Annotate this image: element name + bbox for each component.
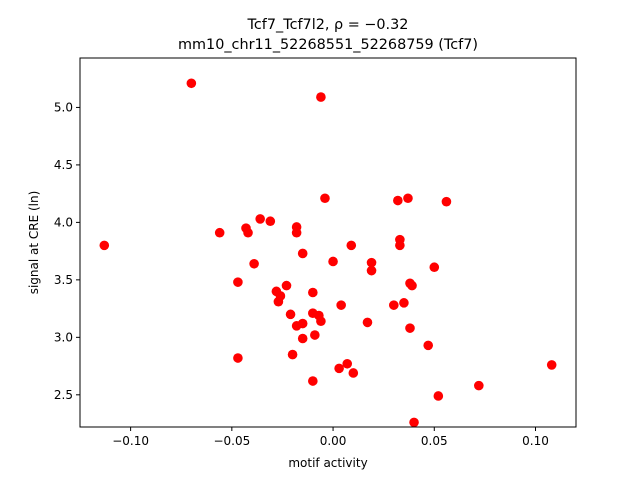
data-point-30 [308,287,318,298]
data-point-24 [407,280,417,291]
data-point-10 [255,214,265,224]
data-point-46 [342,358,353,369]
chart-title-line2: mm10_chr11_52268551_52268759 (Tcf7) [178,37,478,53]
data-point-37 [336,300,346,310]
data-point-45 [287,349,298,360]
data-point-16 [233,277,243,287]
y-axis-label: signal at CRE (ln) [27,191,41,295]
data-point-17 [328,256,338,267]
data-point-25 [429,262,440,273]
y-tick-label-1: 3.0 [54,331,73,345]
x-axis-label: motif activity [288,456,367,470]
data-point-15 [249,258,259,269]
data-point-47 [334,363,344,374]
x-tick-label-1: −0.05 [213,434,250,448]
data-point-20 [395,240,405,251]
data-point-34 [316,316,326,327]
data-point-1 [316,92,326,102]
data-point-51 [433,391,444,401]
data-point-21 [366,257,377,268]
data-point-2 [320,193,330,204]
data-point-22 [366,265,377,276]
data-point-0 [186,78,197,89]
y-axis-ticks: 2.5 3.0 3.5 4.0 4.5 5.0 [54,101,80,402]
x-tick-label-3: 0.05 [421,434,448,448]
y-tick-label-0: 2.5 [54,388,73,402]
data-point-39 [399,298,409,308]
data-point-29 [275,291,286,301]
data-point-44 [233,353,243,363]
data-point-49 [423,340,434,351]
data-point-14 [297,248,308,259]
data-point-41 [405,323,415,333]
y-tick-label-3: 4.0 [54,216,73,230]
x-tick-label-2: 0.00 [320,434,347,448]
data-point-4 [403,193,413,204]
chart-title-line1: Tcf7_Tcf7l2, ρ = −0.32 [247,17,409,33]
data-point-54 [546,360,557,370]
data-point-43 [310,330,320,340]
data-point-9 [243,227,253,238]
data-point-11 [265,216,276,227]
data-point-18 [346,240,357,251]
data-point-38 [389,300,399,310]
data-point-50 [308,376,318,386]
data-point-26 [281,280,292,291]
data-point-48 [348,368,359,378]
data-point-52 [409,417,419,428]
data-point-53 [474,380,484,391]
data-point-3 [393,195,403,206]
x-tick-label-0: −0.10 [112,434,149,448]
data-point-31 [285,309,296,320]
y-tick-label-2: 3.5 [54,273,73,287]
points-layer [99,78,557,428]
data-point-36 [297,318,308,329]
plot-frame [79,57,577,428]
x-axis-ticks: −0.10 −0.05 0.00 0.05 0.10 [112,427,549,448]
data-point-7 [214,227,225,238]
x-tick-label-4: 0.10 [522,434,549,448]
y-tick-label-5: 5.0 [54,101,73,115]
data-point-42 [297,333,308,344]
data-point-40 [362,317,373,328]
y-tick-label-4: 4.5 [54,158,73,172]
data-point-13 [291,227,302,238]
data-point-5 [441,196,452,207]
data-point-6 [99,240,110,251]
